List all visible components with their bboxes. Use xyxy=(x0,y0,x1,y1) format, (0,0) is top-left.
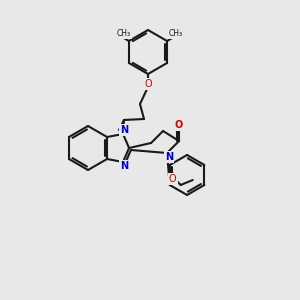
Text: N: N xyxy=(120,161,128,171)
Text: N: N xyxy=(165,152,173,162)
Text: O: O xyxy=(169,174,176,184)
Text: CH₃: CH₃ xyxy=(169,28,183,38)
Text: N: N xyxy=(120,125,128,135)
Text: O: O xyxy=(144,79,152,89)
Text: O: O xyxy=(175,120,183,130)
Text: CH₃: CH₃ xyxy=(116,28,130,38)
